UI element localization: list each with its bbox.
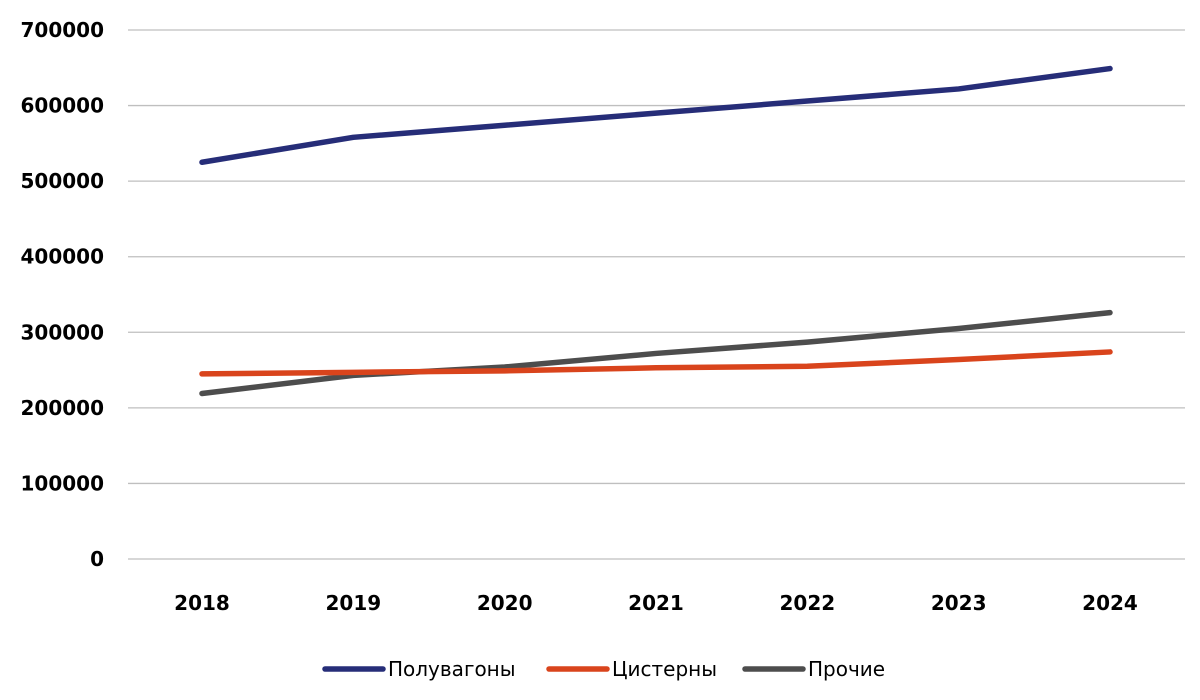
x-tick-label: 2019 [325, 591, 381, 615]
series-line-2 [199, 309, 1113, 397]
x-tick-label: 2020 [477, 591, 533, 615]
x-axis: 2018 2019 2020 2021 2022 2023 2024 [174, 591, 1138, 615]
x-tick-label: 2018 [174, 591, 230, 615]
gridlines [128, 29, 1185, 560]
x-tick-label: 2021 [628, 591, 684, 615]
y-tick-label: 300000 [21, 320, 105, 344]
y-tick-label: 700000 [21, 18, 105, 42]
legend-label: Цистерны [612, 657, 717, 681]
x-tick-label: 2023 [931, 591, 987, 615]
y-tick-label: 100000 [21, 471, 105, 495]
series-lines [199, 65, 1113, 397]
x-tick-label: 2022 [779, 591, 835, 615]
legend: Полувагоны Цистерны Прочие [322, 657, 885, 681]
x-tick-label: 2024 [1082, 591, 1138, 615]
y-tick-label: 400000 [21, 245, 105, 269]
y-tick-label: 200000 [21, 396, 105, 420]
y-axis: 0 100000 200000 300000 400000 500000 600000 700… [21, 18, 105, 571]
legend-label: Полувагоны [388, 657, 516, 681]
series-line-0 [199, 65, 1113, 165]
legend-label: Прочие [808, 657, 885, 681]
y-tick-label: 0 [90, 547, 104, 571]
y-tick-label: 500000 [21, 169, 105, 193]
series-line-1 [199, 349, 1113, 377]
y-tick-label: 600000 [21, 94, 105, 118]
